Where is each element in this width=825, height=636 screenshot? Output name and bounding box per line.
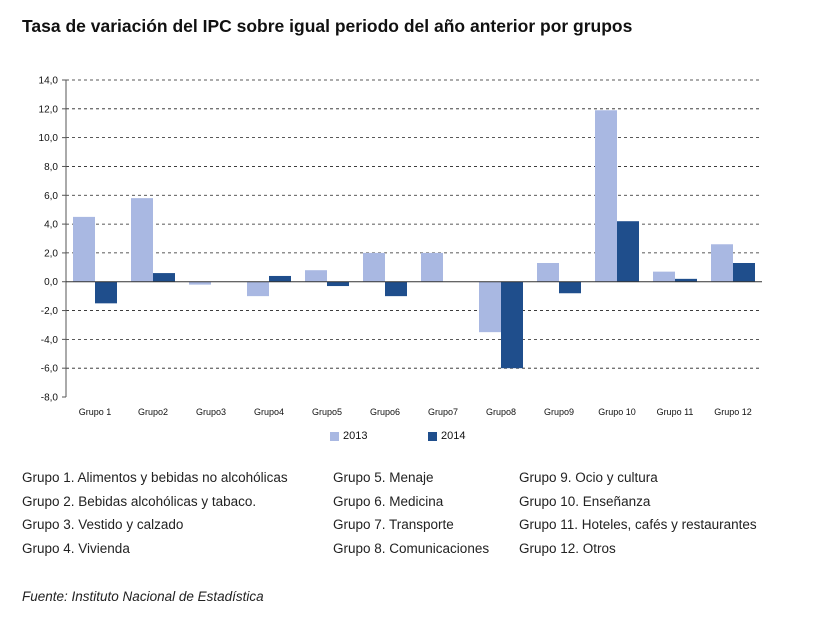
bar-chart: 14,0 12,0 10,0 8,0 6,0 4,0 2,0 0,0 -2,0 -4,0 -6,0 -… [39, 76, 762, 417]
bar-2013-5 [305, 270, 327, 282]
bar-2013-8 [479, 281, 501, 333]
y-tick-label: 0,0 [44, 277, 58, 288]
y-tick-label: 10,0 [39, 133, 59, 144]
bar-2013-4 [247, 281, 269, 297]
legend-swatch-2013 [330, 431, 339, 441]
bars [73, 110, 755, 369]
legend-item-2014: 2014 [428, 430, 465, 442]
bar-2014-6 [385, 281, 407, 297]
group-key-col-2: Grupo 5. Menaje Grupo 6. Medicina Grupo … [333, 470, 489, 565]
bar-2013-12 [711, 244, 733, 282]
group-key-item: Grupo 2. Bebidas alcohólicas y tabaco. [22, 493, 257, 509]
group-key-item: Grupo 10. Enseñanza [519, 493, 651, 509]
x-category-label: Grupo2 [138, 407, 168, 417]
legend-swatch-2014 [428, 431, 437, 441]
y-tick-label: 6,0 [44, 191, 58, 202]
group-key-col-3: Grupo 9. Ocio y cultura Grupo 10. Enseña… [519, 470, 757, 565]
group-key-item: Grupo 11. Hoteles, cafés y restaurantes [519, 517, 757, 533]
y-tick-label: -2,0 [41, 306, 59, 317]
x-category-label: Grupo5 [312, 407, 342, 417]
bar-2014-4 [269, 275, 291, 282]
chart-title: Tasa de variación del IPC sobre igual pe… [22, 16, 633, 36]
y-tick-label: 4,0 [44, 220, 58, 231]
x-category-label: Grupo3 [196, 407, 226, 417]
x-category-label: Grupo 11 [657, 407, 694, 417]
group-key-item: Grupo 8. Comunicaciones [333, 541, 490, 557]
x-category-label: Grupo6 [370, 407, 400, 417]
y-tick-label: 2,0 [44, 248, 58, 259]
bar-2013-1 [73, 216, 95, 282]
bar-2014-2 [153, 273, 175, 282]
bar-2014-9 [559, 281, 581, 294]
gridlines [66, 79, 762, 369]
y-tick-label: 8,0 [44, 162, 58, 173]
y-tick-label: -4,0 [41, 335, 59, 346]
bar-2013-11 [653, 271, 675, 282]
x-category-label: Grupo8 [486, 407, 516, 417]
group-key-item: Grupo 6. Medicina [333, 493, 444, 509]
source-note: Fuente: Instituto Nacional de Estadístic… [22, 589, 264, 604]
bar-2013-3 [189, 281, 211, 285]
bar-2014-5 [327, 281, 349, 287]
bar-2013-10 [595, 110, 617, 282]
group-key-item: Grupo 12. Otros [519, 541, 616, 557]
legend-item-2013: 2013 [330, 430, 367, 442]
bar-2013-9 [537, 262, 559, 282]
bar-2014-11 [675, 278, 697, 282]
legend-label-2014: 2014 [441, 430, 466, 442]
group-key-item: Grupo 9. Ocio y cultura [519, 470, 658, 485]
bar-2014-12 [733, 262, 755, 282]
bar-2014-1 [95, 281, 117, 304]
x-axis: Grupo 1 Grupo2 Grupo3 Grupo4 Grupo5 Grupo6 Gru… [66, 281, 762, 417]
x-category-label: Grupo 12 [714, 407, 752, 417]
bar-2013-2 [131, 198, 153, 282]
group-key-col-1: Grupo 1. Alimentos y bebidas no alcohóli… [22, 470, 288, 565]
legend-label-2013: 2013 [343, 430, 368, 442]
group-key-item: Grupo 1. Alimentos y bebidas no alcohóli… [22, 470, 288, 485]
y-tick-label: -6,0 [41, 364, 59, 375]
group-key-item: Grupo 7. Transporte [333, 517, 454, 533]
x-category-label: Grupo 1 [79, 407, 112, 417]
bar-2013-6 [363, 252, 385, 282]
group-key-item: Grupo 4. Vivienda [22, 541, 130, 557]
x-category-label: Grupo 10 [598, 407, 636, 417]
y-tick-label: 14,0 [39, 76, 59, 87]
bar-2014-10 [617, 221, 639, 282]
group-key-item: Grupo 3. Vestido y calzado [22, 517, 184, 533]
y-axis: 14,0 12,0 10,0 8,0 6,0 4,0 2,0 0,0 -2,0 -4,0 -6,0 -… [39, 76, 67, 404]
y-tick-label: -8,0 [41, 393, 59, 404]
x-category-label: Grupo9 [544, 407, 574, 417]
bar-2013-7 [421, 252, 443, 282]
y-tick-label: 12,0 [39, 104, 59, 115]
x-category-label: Grupo7 [428, 407, 458, 417]
bar-2014-8 [501, 281, 523, 369]
group-key-item: Grupo 5. Menaje [333, 470, 434, 485]
x-category-label: Grupo4 [254, 407, 284, 417]
